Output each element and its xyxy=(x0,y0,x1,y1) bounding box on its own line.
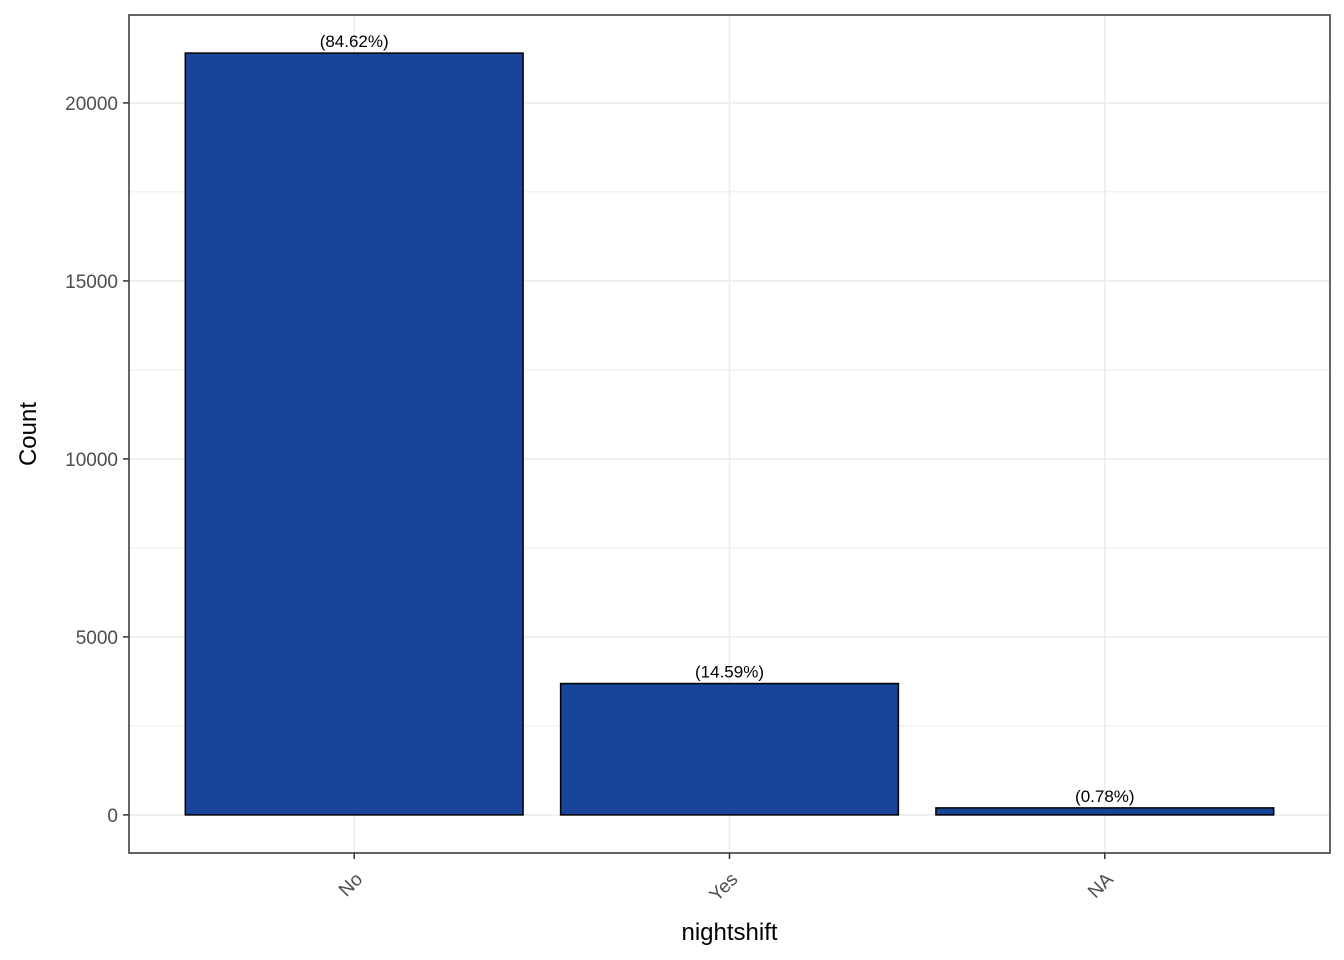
y-axis-title: Count xyxy=(15,402,42,466)
x-tick-label: NA xyxy=(1084,869,1118,903)
y-tick-label: 0 xyxy=(107,806,118,827)
y-tick-label: 10000 xyxy=(65,450,118,471)
bar-data-label: (84.62%) xyxy=(320,32,389,51)
bar-data-label: (14.59%) xyxy=(695,663,764,682)
x-tick-label: No xyxy=(335,869,367,901)
y-tick-label: 20000 xyxy=(65,94,118,115)
bar-data-label: (0.78%) xyxy=(1075,787,1135,806)
x-tick-label: Yes xyxy=(706,869,743,906)
bar xyxy=(935,807,1275,816)
bar xyxy=(184,52,524,816)
x-axis-title: nightshift xyxy=(681,919,777,946)
bar xyxy=(559,682,900,816)
y-axis-ticks: 0 5000 10000 15000 20000 xyxy=(65,94,129,827)
bar-data-labels: (84.62%) (14.59%) (0.78%) xyxy=(320,32,1135,806)
y-tick-label: 5000 xyxy=(76,628,118,649)
x-axis-ticks: No Yes NA xyxy=(335,853,1118,906)
bars xyxy=(184,52,1275,816)
y-tick-label: 15000 xyxy=(65,272,118,293)
